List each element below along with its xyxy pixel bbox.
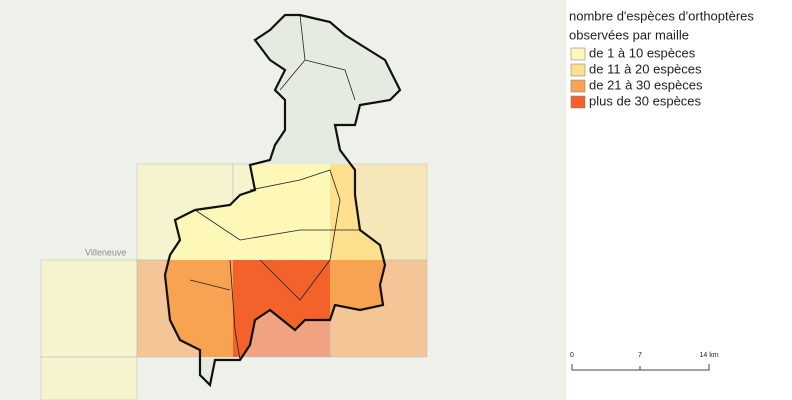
legend-label: plus de 30 espèces xyxy=(589,93,702,108)
legend: nombre d'espèces d'orthoptères observées … xyxy=(569,8,754,108)
legend-swatch xyxy=(570,63,586,77)
legend-swatch xyxy=(570,79,586,93)
legend-label: de 21 à 30 espèces xyxy=(589,77,703,92)
legend-panel xyxy=(566,0,792,400)
place-label: Villeneuve xyxy=(85,247,126,257)
legend-title: observées par maille xyxy=(569,27,689,42)
legend-swatch xyxy=(570,95,586,109)
scale-label: 7 xyxy=(638,352,642,359)
communes xyxy=(189,14,360,361)
legend-label: de 1 à 10 espèces xyxy=(589,45,696,60)
grid-cell xyxy=(40,259,138,358)
scale-label: 0 xyxy=(570,352,574,359)
legend-swatch xyxy=(570,47,586,61)
grid-cell xyxy=(40,356,138,400)
scale-line xyxy=(571,364,710,371)
scale-bar: 0 7 14 km xyxy=(570,352,719,371)
scale-label: 14 km xyxy=(699,352,718,359)
legend-label: de 11 à 20 espèces xyxy=(589,61,702,76)
legend-title: nombre d'espèces d'orthoptères xyxy=(569,8,754,23)
